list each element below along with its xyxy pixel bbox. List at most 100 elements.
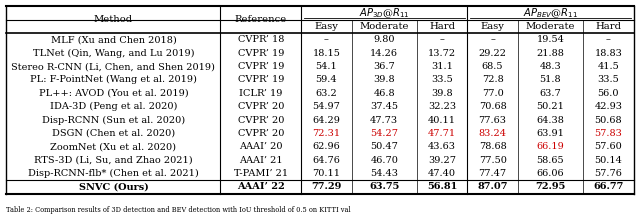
Text: 57.76: 57.76 (595, 169, 622, 178)
Text: RTS-3D (Li, Su, and Zhao 2021): RTS-3D (Li, Su, and Zhao 2021) (34, 156, 193, 165)
Text: 41.5: 41.5 (598, 62, 620, 71)
Text: 70.68: 70.68 (479, 102, 506, 111)
Text: 70.11: 70.11 (312, 169, 340, 178)
Text: 50.14: 50.14 (595, 156, 622, 165)
Text: 33.5: 33.5 (431, 75, 453, 84)
Text: 54.27: 54.27 (370, 129, 398, 138)
Text: 68.5: 68.5 (482, 62, 503, 71)
Text: 37.45: 37.45 (370, 102, 398, 111)
Text: 39.8: 39.8 (373, 75, 395, 84)
Text: 66.19: 66.19 (536, 142, 564, 151)
Text: –: – (606, 35, 611, 44)
Text: Disp-RCNN-flb* (Chen et al. 2021): Disp-RCNN-flb* (Chen et al. 2021) (28, 169, 199, 178)
Text: 46.70: 46.70 (371, 156, 398, 165)
Text: 56.0: 56.0 (598, 89, 619, 98)
Text: ICLR’ 19: ICLR’ 19 (239, 89, 282, 98)
Text: 47.73: 47.73 (370, 115, 398, 124)
Text: 18.15: 18.15 (312, 49, 340, 58)
Text: SNVC (Ours): SNVC (Ours) (79, 182, 148, 191)
Text: 66.06: 66.06 (537, 169, 564, 178)
Text: $AP_{3D}$@$R_{11}$: $AP_{3D}$@$R_{11}$ (359, 6, 410, 20)
Text: 63.2: 63.2 (316, 89, 337, 98)
Text: 77.29: 77.29 (311, 182, 342, 191)
Text: AAAI’ 22: AAAI’ 22 (237, 182, 285, 191)
Text: 13.72: 13.72 (428, 49, 456, 58)
Text: 63.75: 63.75 (369, 182, 399, 191)
Text: Hard: Hard (429, 22, 455, 31)
Text: 58.65: 58.65 (537, 156, 564, 165)
Text: AAAI’ 21: AAAI’ 21 (239, 156, 282, 165)
Text: 77.0: 77.0 (482, 89, 504, 98)
Text: Moderate: Moderate (525, 22, 575, 31)
Text: 50.68: 50.68 (595, 115, 622, 124)
Text: CVPR’ 19: CVPR’ 19 (237, 49, 284, 58)
Text: 54.97: 54.97 (312, 102, 340, 111)
Text: 72.8: 72.8 (482, 75, 504, 84)
Text: 21.88: 21.88 (536, 49, 564, 58)
Text: –: – (324, 35, 329, 44)
Text: 32.23: 32.23 (428, 102, 456, 111)
Text: –: – (490, 35, 495, 44)
Text: –: – (440, 35, 445, 44)
Text: Hard: Hard (595, 22, 621, 31)
Text: 63.91: 63.91 (536, 129, 564, 138)
Text: 64.38: 64.38 (536, 115, 564, 124)
Text: DSGN (Chen et al. 2020): DSGN (Chen et al. 2020) (52, 129, 175, 138)
Text: CVPR’ 20: CVPR’ 20 (237, 115, 284, 124)
Text: 77.47: 77.47 (479, 169, 507, 178)
Text: 77.50: 77.50 (479, 156, 506, 165)
Text: 47.71: 47.71 (428, 129, 456, 138)
Text: Easy: Easy (481, 22, 504, 31)
Text: 72.31: 72.31 (312, 129, 340, 138)
Text: 57.83: 57.83 (595, 129, 622, 138)
Text: 18.83: 18.83 (595, 49, 622, 58)
Text: 54.43: 54.43 (370, 169, 398, 178)
Text: 62.96: 62.96 (312, 142, 340, 151)
Text: 39.8: 39.8 (431, 89, 453, 98)
Text: 39.27: 39.27 (428, 156, 456, 165)
Text: Easy: Easy (314, 22, 339, 31)
Text: 66.77: 66.77 (593, 182, 623, 191)
Text: 56.81: 56.81 (427, 182, 457, 191)
Text: 64.29: 64.29 (312, 115, 340, 124)
Text: 42.93: 42.93 (595, 102, 622, 111)
Text: 40.11: 40.11 (428, 115, 456, 124)
Text: CVPR’ 19: CVPR’ 19 (237, 75, 284, 84)
Text: 59.4: 59.4 (316, 75, 337, 84)
Text: CVPR’ 18: CVPR’ 18 (237, 35, 284, 44)
Text: T-PAMI’ 21: T-PAMI’ 21 (234, 169, 288, 178)
Text: CVPR’ 20: CVPR’ 20 (237, 129, 284, 138)
Text: 51.8: 51.8 (540, 75, 561, 84)
Text: 57.60: 57.60 (595, 142, 622, 151)
Text: Reference: Reference (235, 15, 287, 24)
Text: 31.1: 31.1 (431, 62, 453, 71)
Text: 48.3: 48.3 (540, 62, 561, 71)
Text: 14.26: 14.26 (370, 49, 398, 58)
Text: 83.24: 83.24 (479, 129, 507, 138)
Text: 64.76: 64.76 (312, 156, 340, 165)
Text: 78.68: 78.68 (479, 142, 506, 151)
Text: MLF (Xu and Chen 2018): MLF (Xu and Chen 2018) (51, 35, 176, 44)
Text: 54.1: 54.1 (316, 62, 337, 71)
Text: Disp-RCNN (Sun et al. 2020): Disp-RCNN (Sun et al. 2020) (42, 115, 185, 124)
Text: 50.21: 50.21 (536, 102, 564, 111)
Text: TLNet (Qin, Wang, and Lu 2019): TLNet (Qin, Wang, and Lu 2019) (33, 49, 194, 58)
Text: Stereo R-CNN (Li, Chen, and Shen 2019): Stereo R-CNN (Li, Chen, and Shen 2019) (12, 62, 215, 71)
Text: 77.63: 77.63 (479, 115, 507, 124)
Text: Moderate: Moderate (360, 22, 409, 31)
Text: 72.95: 72.95 (535, 182, 566, 191)
Text: CVPR’ 19: CVPR’ 19 (237, 62, 284, 71)
Text: 36.7: 36.7 (373, 62, 395, 71)
Text: 46.8: 46.8 (373, 89, 395, 98)
Text: AAAI’ 20: AAAI’ 20 (239, 142, 282, 151)
Text: 63.7: 63.7 (540, 89, 561, 98)
Text: Method: Method (94, 15, 133, 24)
Text: $AP_{BEV}$@$R_{11}$: $AP_{BEV}$@$R_{11}$ (523, 6, 578, 20)
Text: CVPR’ 20: CVPR’ 20 (237, 102, 284, 111)
Text: 9.80: 9.80 (374, 35, 395, 44)
Text: 29.22: 29.22 (479, 49, 507, 58)
Text: 50.47: 50.47 (371, 142, 398, 151)
Text: IDA-3D (Peng et al. 2020): IDA-3D (Peng et al. 2020) (50, 102, 177, 111)
Text: 33.5: 33.5 (598, 75, 620, 84)
Text: 47.40: 47.40 (428, 169, 456, 178)
